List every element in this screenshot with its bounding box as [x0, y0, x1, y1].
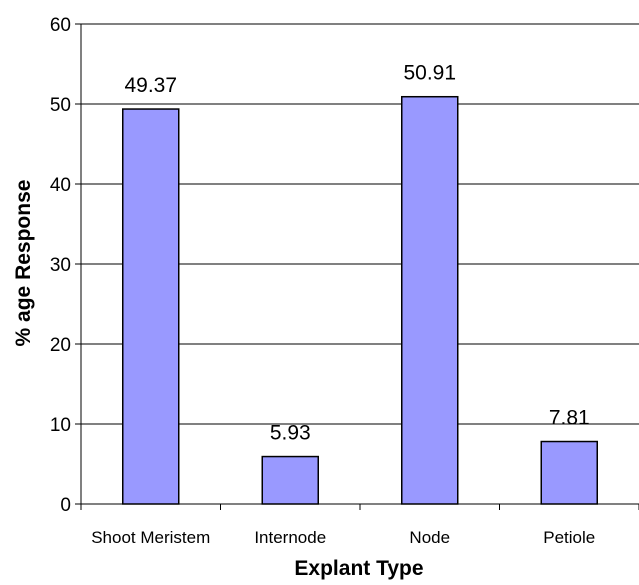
bar: [122, 108, 180, 505]
data-label: 50.91: [403, 62, 456, 85]
y-tick-label: 30: [50, 255, 71, 276]
y-axis-title: % age Response: [12, 180, 35, 347]
bars: [122, 95, 598, 505]
y-tick-label: 40: [50, 175, 71, 196]
x-category-label: Shoot Meristem: [91, 528, 210, 547]
y-tick-label: 50: [50, 95, 71, 116]
x-category-label: Petiole: [543, 528, 595, 547]
y-tick-label: 60: [50, 15, 71, 36]
axes: [75, 23, 639, 510]
data-label: 7.81: [549, 407, 590, 430]
x-category-label: Node: [409, 528, 450, 547]
y-tick-label: 0: [60, 495, 71, 516]
y-tick-label: 10: [50, 415, 71, 436]
x-axis-title: Explant Type: [294, 557, 423, 580]
bar: [540, 440, 598, 505]
data-label: 49.37: [124, 74, 177, 97]
bar: [261, 455, 319, 505]
data-label: 5.93: [270, 422, 311, 445]
x-category-label: Internode: [254, 528, 326, 547]
labels: 0 10 20 30 40 50 60 49.37 Shoot Meristem 5.93 Inte…: [50, 15, 595, 547]
y-tick-label: 20: [50, 335, 71, 356]
bar: [401, 95, 459, 505]
